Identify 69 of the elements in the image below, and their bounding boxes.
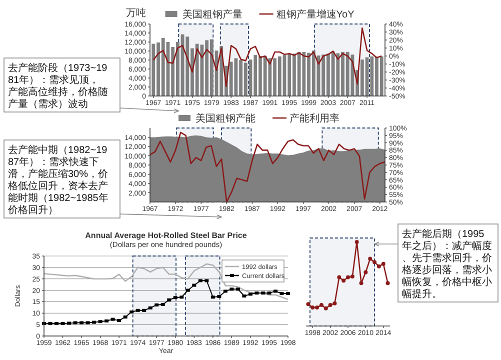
point [136, 308, 140, 312]
point [217, 294, 222, 298]
point [267, 292, 272, 295]
point [310, 306, 315, 310]
point [80, 321, 84, 324]
point [60, 322, 65, 325]
legend-label: 美国粗钢产量 [182, 8, 242, 20]
point [354, 240, 359, 244]
point [148, 306, 152, 310]
point [92, 320, 96, 324]
text: 去产能后期（1995年之后）：减产幅度、先于需求回升，价格逐步回落，需求小幅恢复，价格中枢小幅提升。 [401, 228, 492, 300]
line-series [152, 27, 382, 88]
point [328, 303, 332, 307]
point [223, 290, 228, 293]
point [173, 296, 178, 300]
point [160, 302, 165, 306]
point [210, 296, 215, 299]
y-axis-title: 万吨 [126, 7, 146, 19]
point [248, 292, 252, 296]
point [110, 318, 115, 321]
point [254, 292, 259, 295]
point [142, 308, 146, 312]
point [319, 303, 324, 307]
legend-label: 美国粗钢产能 [196, 112, 256, 124]
text: 去产能阶段（1973~1981年）：需求见顶，产能高位维持，价格随产量（需求）波动 [8, 62, 108, 110]
point [337, 275, 342, 280]
point [198, 279, 202, 282]
chart-title: Annual Average Hot-Rolled Steel Bar Price [85, 231, 248, 240]
point [242, 294, 246, 298]
point [346, 275, 350, 280]
point [154, 303, 159, 306]
legend-label: 粗钢产量增速YoY [276, 8, 355, 20]
point [117, 318, 122, 322]
point [104, 319, 109, 322]
point [273, 290, 278, 293]
point [73, 321, 78, 324]
point [332, 301, 337, 306]
point [204, 279, 209, 282]
point [67, 322, 72, 325]
point [368, 256, 372, 261]
point [315, 306, 320, 310]
point [376, 264, 381, 268]
point [306, 302, 310, 306]
point [324, 306, 328, 310]
point [48, 322, 52, 325]
point [130, 310, 134, 314]
point [350, 274, 354, 278]
point [186, 288, 190, 292]
point [123, 316, 128, 319]
point [359, 281, 364, 286]
point [286, 292, 290, 295]
point [54, 322, 59, 325]
point [386, 281, 390, 286]
point [260, 292, 265, 295]
point [98, 320, 102, 324]
point [86, 321, 90, 324]
point [342, 278, 346, 283]
point [381, 262, 386, 266]
point [192, 284, 196, 287]
point [372, 260, 377, 264]
point [236, 288, 240, 291]
line-series [43, 263, 289, 300]
point [230, 288, 234, 291]
legend-label: 产能利用率 [290, 112, 340, 124]
point [180, 296, 184, 299]
point [167, 298, 172, 302]
point [280, 292, 284, 295]
point [364, 270, 368, 274]
text: 去产能中期（1982~1987年）：需求快速下滑，产能压缩30%，价格低位回升，资本去产能时期（1982~1985年价格回升） [7, 144, 108, 216]
